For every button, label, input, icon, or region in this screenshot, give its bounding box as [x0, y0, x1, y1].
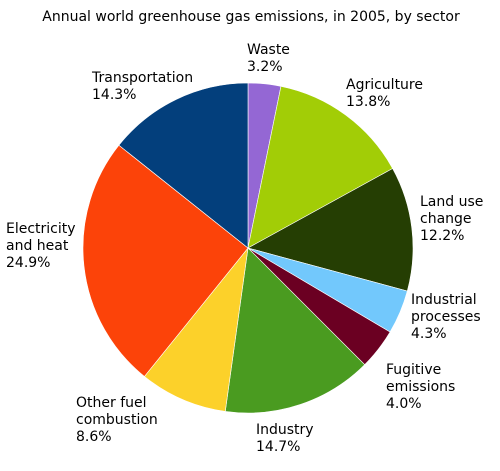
chart-title: Annual world greenhouse gas emissions, i… [42, 9, 460, 25]
slice-other-fuel-combustion [144, 246, 249, 412]
label-waste: Waste 3.2% [247, 42, 290, 75]
slice-electricity-and-heat [82, 144, 249, 377]
slice-labels: Waste 3.2% Agriculture 13.8% Land use change 1… [6, 42, 483, 455]
slice-land-use-change [247, 168, 414, 292]
label-industry: Industry 14.7% [256, 422, 314, 455]
slice-industry [224, 247, 366, 414]
label-fugitive-emissions: Fugitive emissions 4.0% [386, 362, 455, 412]
label-industrial-processes: Industrial processes 4.3% [411, 292, 481, 342]
label-land-use-change: Land use change 12.2% [420, 194, 483, 244]
label-electricity-and-heat: Electricity and heat 24.9% [6, 221, 76, 271]
pie-slices [82, 82, 414, 414]
slice-agriculture [247, 85, 393, 249]
label-other-fuel-combustion: Other fuel combustion 8.6% [76, 395, 158, 445]
label-agriculture: Agriculture 13.8% [346, 77, 423, 110]
slice-transportation [118, 82, 249, 249]
label-transportation: Transportation 14.3% [91, 70, 193, 103]
